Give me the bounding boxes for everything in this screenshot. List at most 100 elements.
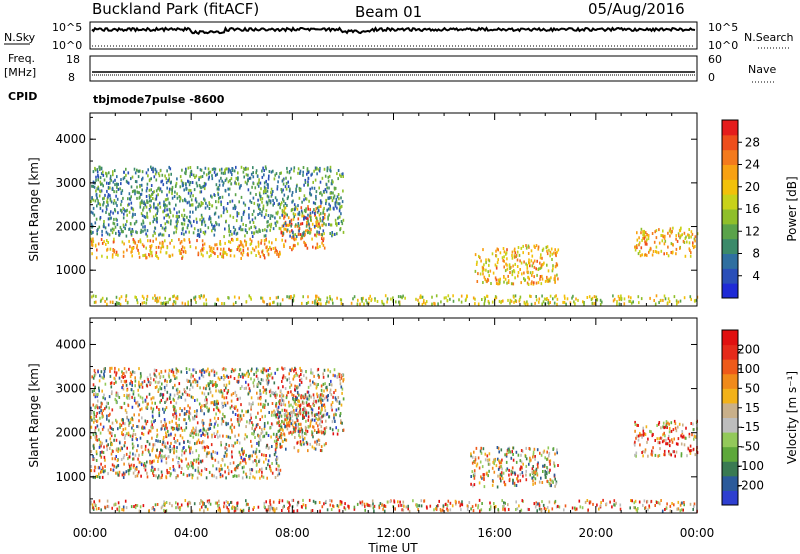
nave-label: Nave <box>748 63 776 76</box>
x-tick-label: 16:00 <box>477 526 512 540</box>
time-axis: 00:00 04:00 08:00 12:00 16:00 20:00 00:00 <box>73 526 715 540</box>
power-ylabel: Slant Range [km] <box>27 157 41 261</box>
x-tick-label: 20:00 <box>579 526 614 540</box>
velocity-feature-2 <box>90 498 698 513</box>
velocity-colorbar-segment <box>722 330 738 346</box>
velocity-colorbar-segment <box>722 446 738 462</box>
velocity-colorbar-tick-label: 15 <box>745 401 760 415</box>
velocity-colorbar-segment <box>722 490 738 506</box>
x-tick-label: 12:00 <box>376 526 411 540</box>
power-feature-3 <box>474 244 560 286</box>
power-colorbar-segment <box>722 223 738 240</box>
velocity-colorbar-tick-label: -100 <box>737 459 764 473</box>
nave-bottom-tick: 0 <box>708 71 715 84</box>
power-colorbar-tick-label: 12 <box>745 224 760 238</box>
power-ytick-label: 4000 <box>55 132 86 146</box>
velocity-feature-0 <box>90 432 282 480</box>
velocity-ytick-label: 1000 <box>55 470 86 484</box>
power-colorbar-segment <box>722 283 738 299</box>
power-colorbar-tick-label: 20 <box>745 180 760 194</box>
power-ytick-label: 3000 <box>55 176 86 190</box>
beam-label: Beam 01 <box>355 3 422 21</box>
power-ytick-label: 2000 <box>55 220 86 234</box>
nsky-top-tick: 10^5 <box>52 21 82 34</box>
velocity-colorbar-tick-label: -15 <box>740 420 760 434</box>
velocity-ytick-label: 4000 <box>55 337 86 351</box>
nsearch-top-tick: 10^5 <box>708 21 738 34</box>
velocity-ytick-label: 3000 <box>55 382 86 396</box>
power-colorbar-tick-label: 4 <box>752 269 760 283</box>
velocity-ylabel: Slant Range [km] <box>27 363 41 467</box>
velocity-feature-5 <box>90 366 345 436</box>
nsky-trace <box>91 26 696 47</box>
power-ytick-label: 1000 <box>55 263 86 277</box>
power-colorbar-segment <box>722 253 738 269</box>
power-colorbar-tick-label: 16 <box>745 202 760 216</box>
velocity-colorbar-label: Velocity [m s⁻¹] <box>785 371 799 464</box>
nsky-panel <box>89 21 698 50</box>
power-colorbar-segment <box>722 134 738 151</box>
velocity-colorbar-segment <box>722 432 738 448</box>
velocity-colorbar-tick-label: -50 <box>740 440 760 454</box>
power-colorbar-segment <box>722 209 738 225</box>
nsearch-bottom-tick: 10^0 <box>708 39 738 52</box>
x-tick-label: 00:00 <box>73 526 108 540</box>
freq-unit: [MHz] <box>4 66 36 79</box>
x-tick-label: 04:00 <box>174 526 209 540</box>
freq-label: Freq. <box>8 52 35 65</box>
nsky-label: N.Sky <box>4 31 36 44</box>
x-tick-label: 00:00 <box>680 526 715 540</box>
nsky-bottom-tick: 10^0 <box>52 39 82 52</box>
cpid-label: CPID <box>8 90 37 103</box>
velocity-colorbar: 200 100 50 15 -15 -50 -100 -200 Velocity [m s⁻¹] <box>721 329 799 506</box>
velocity-colorbar-tick-label: -200 <box>737 479 764 493</box>
power-colorbar-tick-label: 8 <box>752 247 760 261</box>
power-feature-0 <box>90 237 281 260</box>
velocity-frame <box>89 317 698 514</box>
velocity-colorbar-segment <box>722 461 738 477</box>
power-colorbar-tick-label: 24 <box>745 158 760 172</box>
freq-bottom-tick: 8 <box>68 71 75 84</box>
nave-top-tick: 60 <box>708 53 722 66</box>
power-colorbar-segment <box>722 268 738 284</box>
velocity-feature-3 <box>470 446 559 489</box>
velocity-feature-4 <box>633 419 699 458</box>
velocity-colorbar-segment <box>722 417 738 433</box>
power-colorbar-label: Power [dB] <box>785 176 799 241</box>
power-panel: 1000 2000 3000 4000 Slant Range [km] 4 8 12 16 20… <box>27 112 799 307</box>
power-feature-4 <box>634 226 699 258</box>
velocity-colorbar-segment <box>722 359 738 375</box>
date-label: 05/Aug/2016 <box>588 0 685 18</box>
velocity-colorbar-tick-label: 50 <box>745 381 760 395</box>
velocity-colorbar-segment <box>722 344 738 360</box>
power-colorbar-segment <box>722 149 738 165</box>
nsearch-label: N.Search <box>744 31 794 44</box>
x-tick-label: 08:00 <box>275 526 310 540</box>
plot-title: Buckland Park (fitACF) <box>92 0 259 18</box>
velocity-panel: 1000 2000 3000 4000 Slant Range [km] 200 100 50… <box>27 317 799 514</box>
velocity-data-cells <box>90 366 699 513</box>
power-data-cells <box>90 165 699 306</box>
power-colorbar-segment <box>722 238 738 254</box>
freq-panel <box>89 55 698 82</box>
power-colorbar-segment <box>722 179 738 195</box>
power-colorbar: 4 8 12 16 20 24 28 Power [dB] <box>721 119 799 299</box>
velocity-colorbar-segment <box>722 475 738 491</box>
power-colorbar-segment <box>722 164 738 180</box>
velocity-colorbar-frame <box>721 329 739 506</box>
nsky-trace-line <box>91 26 696 35</box>
velocity-colorbar-tick-label: 100 <box>737 362 760 376</box>
velocity-colorbar-tick-label: 200 <box>737 342 760 356</box>
velocity-ytick-label: 2000 <box>55 426 86 440</box>
velocity-colorbar-segment <box>722 402 738 418</box>
freq-top-tick: 18 <box>66 53 80 66</box>
velocity-colorbar-segment <box>722 373 738 389</box>
power-frame <box>89 112 698 307</box>
x-axis-title: Time UT <box>367 541 418 554</box>
power-colorbar-tick-label: 28 <box>745 135 760 149</box>
cpid-value: tbjmode7pulse -8600 <box>93 93 225 106</box>
power-colorbar-segment <box>722 194 738 210</box>
power-colorbar-segment <box>722 120 738 136</box>
power-feature-5 <box>90 165 345 239</box>
